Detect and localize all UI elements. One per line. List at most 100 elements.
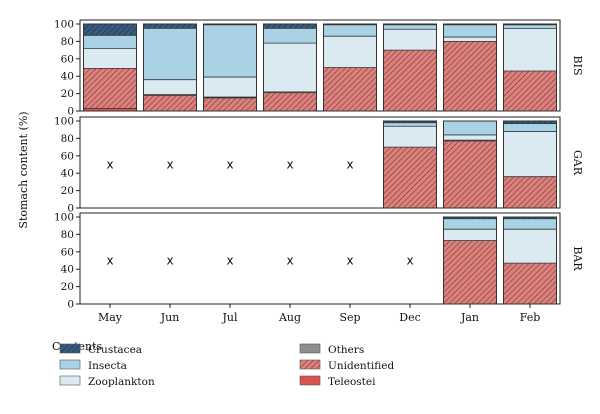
bar-outline [143,23,197,112]
legend-swatch-teleostei [299,375,321,386]
missing-marker: x [226,158,233,172]
bar-segment-insecta [143,28,197,80]
bar-segment-insecta [503,218,557,230]
bar-segment-insecta [263,28,317,44]
y-tick-label: 0 [67,299,74,311]
bar-segment-zooplankton [383,29,437,51]
y-tick-label: 0 [67,106,74,118]
bar-segment-zooplankton [83,48,137,69]
bar-segment-unidentified [383,50,437,111]
x-tick-label: Jun [160,311,180,324]
x-tick-label: May [98,311,123,324]
bar-segment-zooplankton [323,36,377,68]
missing-marker: x [166,158,173,172]
bar-segment-unidentified [203,97,257,111]
bar-segment-zooplankton [443,229,497,241]
bar-segment-insecta [503,24,557,29]
y-tick-label: 20 [61,281,74,293]
bar-segment-zooplankton [203,77,257,98]
y-tick-label: 100 [54,116,74,128]
legend-label-zooplankton: Zooplankton [88,376,155,388]
legend-swatch-crustacea [59,343,81,354]
legend-label-teleostei: Teleostei [328,376,376,388]
y-tick-label: 100 [54,212,74,224]
y-tick-label: 40 [61,71,74,83]
bar-outline [83,23,137,112]
legend-label-insecta: Insecta [88,360,127,372]
bar-segment-unidentified [323,67,377,111]
missing-marker: x [286,254,293,268]
bar-outline [443,23,497,112]
legend-label-unidentified: Unidentified [328,360,394,372]
bar-outline [503,23,557,112]
bar-segment-insecta [383,122,437,127]
missing-marker: x [286,158,293,172]
panel-frame [79,116,561,209]
bar-segment-crustacea [503,217,557,219]
x-tick-label: Feb [520,311,541,324]
bar-segment-zooplankton [503,229,557,264]
y-axis-label: Stomach content (%) [17,111,30,228]
bar-segment-crustacea [263,24,317,29]
bar-segment-others [263,91,317,93]
x-tick-label: Jan [460,311,479,324]
bar-outline [323,23,377,112]
bar-segment-unidentified [443,41,497,111]
legend-swatch-zooplankton [59,375,81,386]
bar-segment-zooplankton [443,134,497,141]
bar-segment-unidentified [443,141,497,208]
bar-segment-crustacea [383,121,437,123]
panel-label: BIS [571,56,584,76]
bar-segment-zooplankton [503,131,557,177]
bar-segment-others [143,94,197,96]
bar-segment-others [443,140,497,142]
chart-panels: 0 20 40 60 80 100 BIS 0 20 40 60 80 100 GAR x x x x x 0 20 40… [54,19,584,325]
bar-segment-crustacea [443,217,497,219]
bar-segment-zooplankton [383,126,437,148]
x-tick-label: Dec [399,311,421,324]
x-tick-label: Aug [278,311,301,324]
y-tick-label: 60 [61,53,74,65]
missing-marker: x [346,254,353,268]
bar-segment-insecta [383,24,437,30]
bar-segment-unidentified [503,263,557,304]
missing-marker: x [406,254,413,268]
legend-swatch-unidentified [299,359,321,370]
legend: Contents CrustaceaInsectaZooplanktonOthe… [52,340,394,388]
bar-segment-insecta [83,35,137,49]
bar-segment-unidentified [83,68,137,109]
y-tick-label: 20 [61,88,74,100]
bar-segment-unidentified [503,70,557,111]
y-tick-label: 40 [61,264,74,276]
missing-marker: x [166,254,173,268]
bar-segment-unidentified [143,95,197,111]
legend-label-others: Others [328,344,364,356]
y-tick-label: 40 [61,168,74,180]
x-tick-label: Jul [221,311,237,324]
bar-segment-insecta [443,218,497,230]
bar-segment-zooplankton [263,43,317,92]
bar-segment-insecta [443,24,497,38]
bar-segment-crustacea [83,24,137,36]
missing-marker: x [346,158,353,172]
panel-label: BAR [571,246,584,271]
y-tick-label: 60 [61,150,74,162]
bar-segment-insecta [323,24,377,37]
legend-swatch-others [299,343,321,354]
bar-outline [503,120,557,209]
bar-segment-others [203,97,257,98]
y-tick-label: 60 [61,246,74,258]
bar-segment-unidentified [263,92,317,111]
y-tick-label: 80 [61,133,74,145]
legend-swatch-insecta [59,359,81,370]
y-tick-label: 0 [67,203,74,215]
bar-outline [203,23,257,112]
legend-label-crustacea: Crustacea [88,344,142,356]
bar-segment-insecta [503,123,557,132]
y-tick-label: 80 [61,36,74,48]
bar-segment-unidentified [503,176,557,208]
bar-segment-crustacea [143,24,197,29]
bar-outline [383,120,437,209]
bar-segment-unidentified [443,240,497,304]
